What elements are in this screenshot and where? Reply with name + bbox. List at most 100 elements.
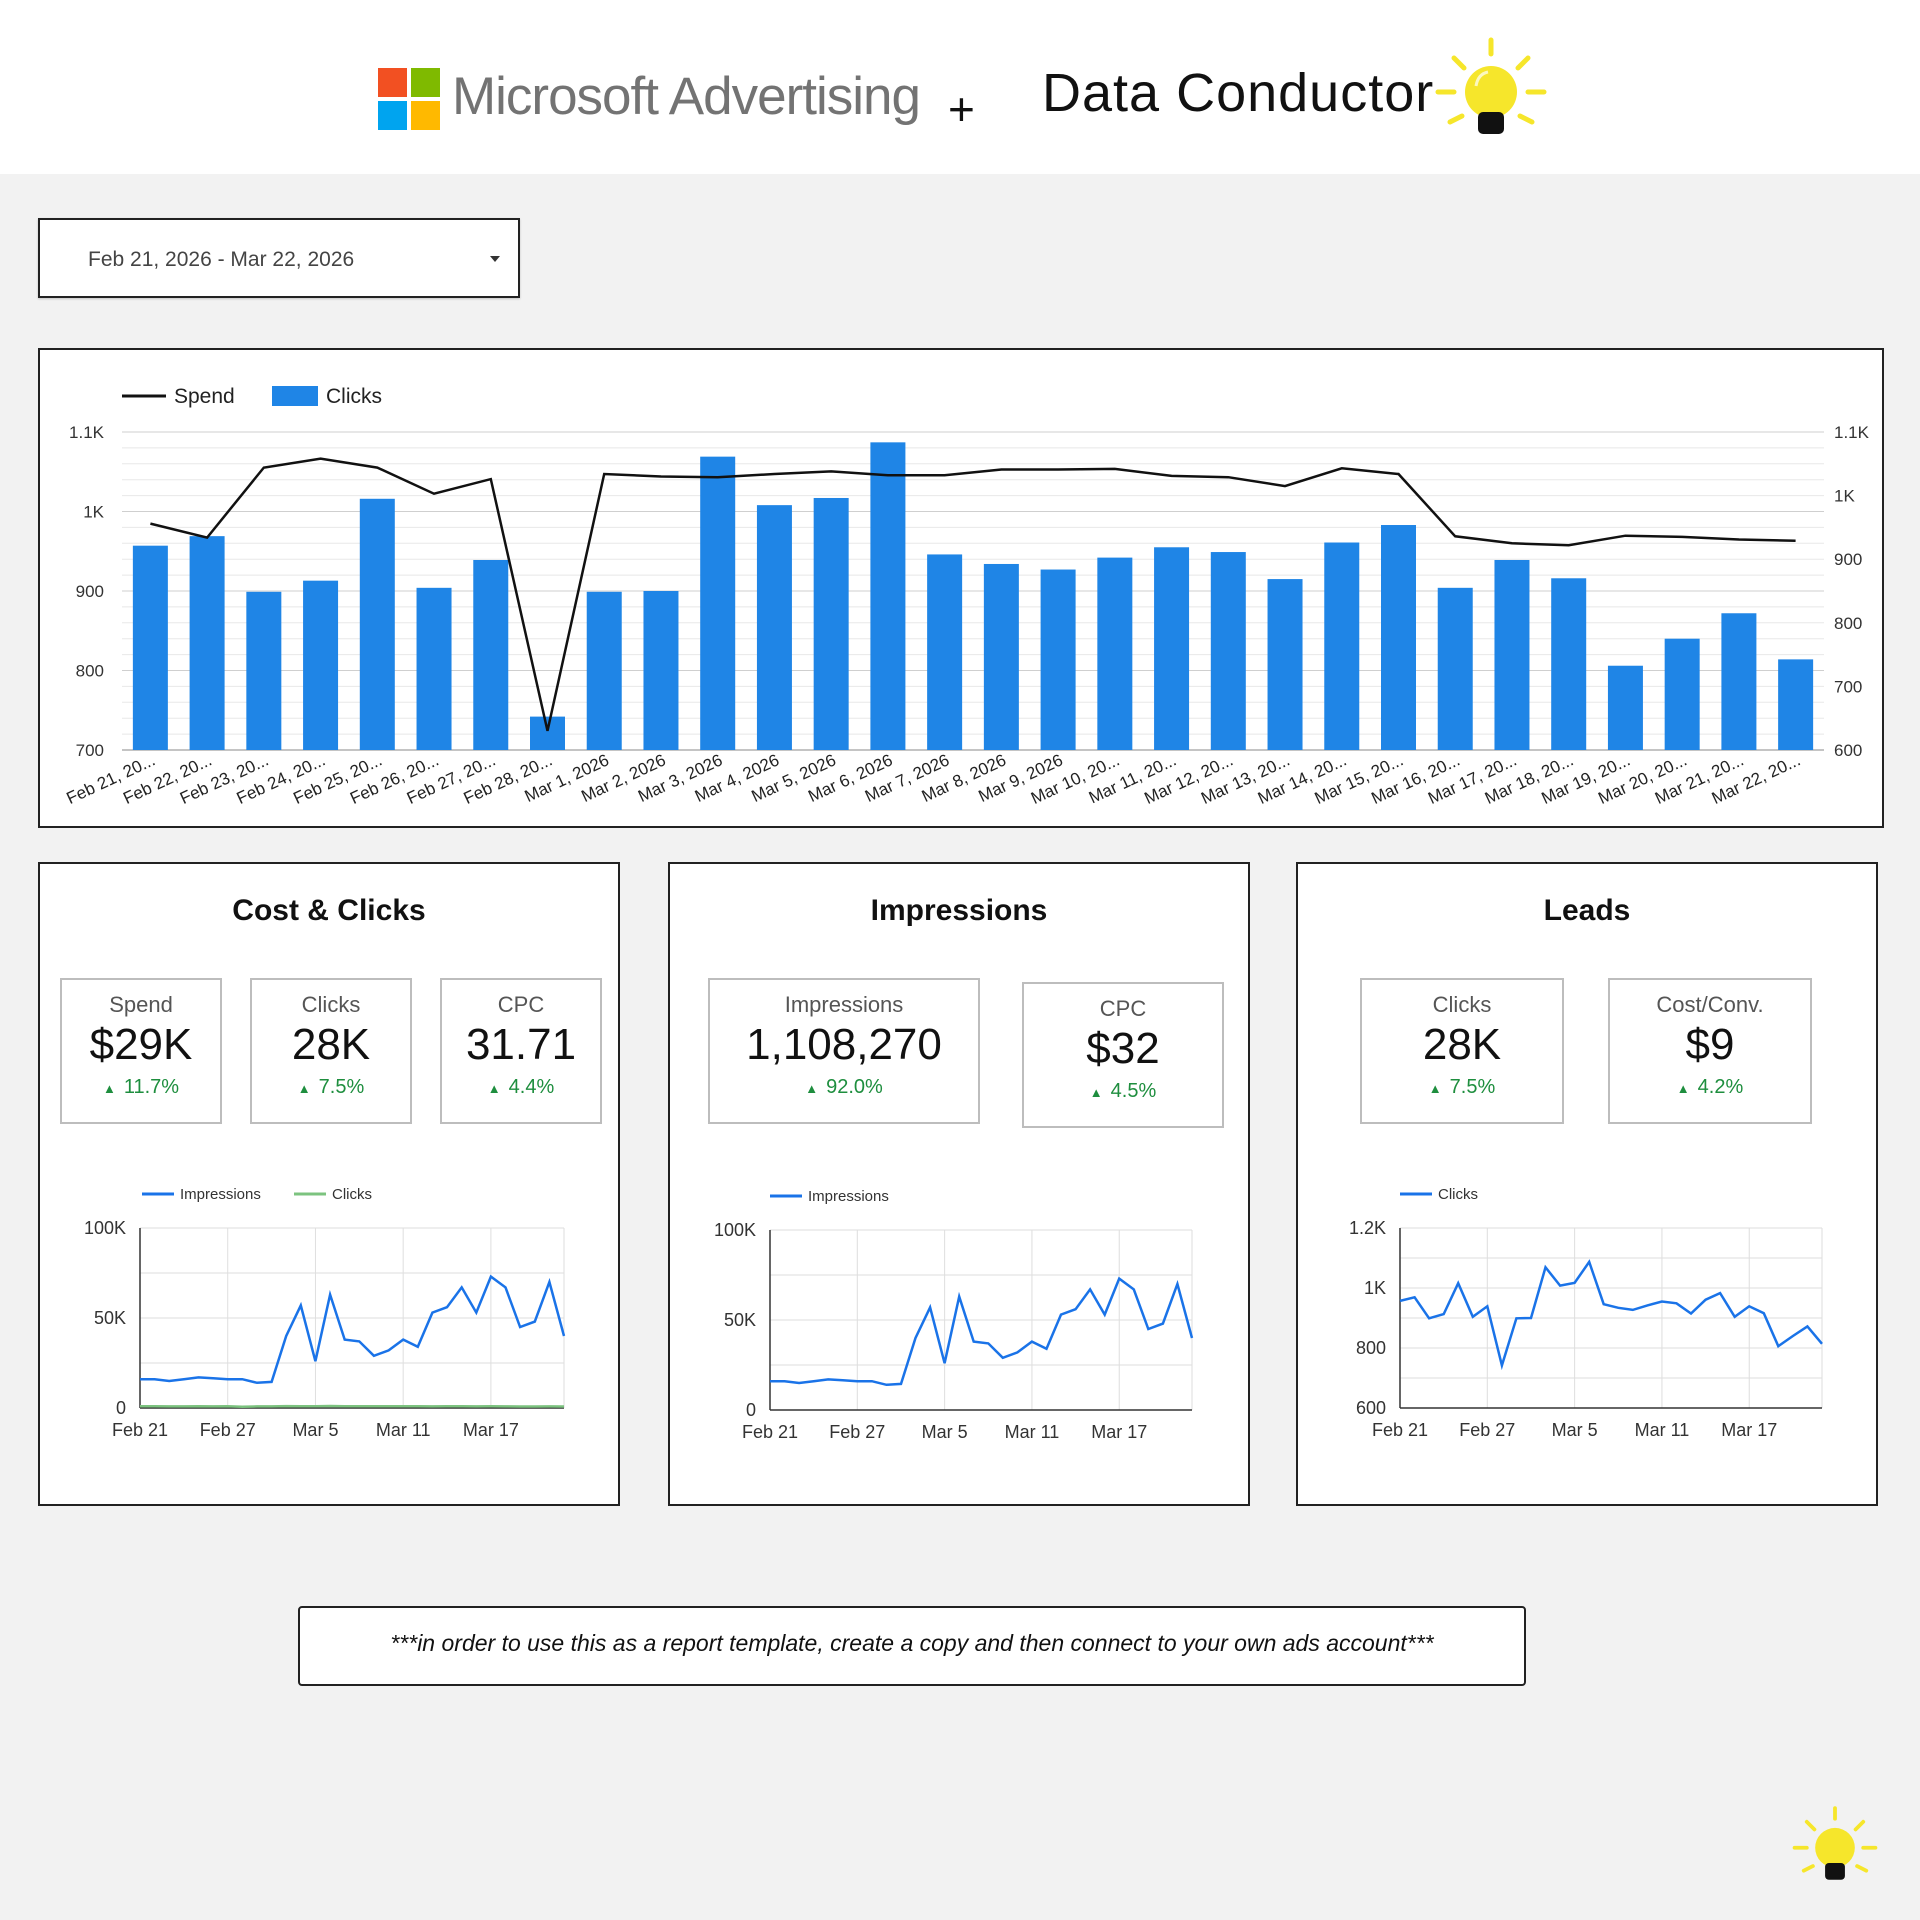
left-axis-tick-label: 900 (76, 582, 104, 601)
kpi-impressions: Impressions 1,108,270 ▲ 92.0% (708, 978, 980, 1124)
brand-data-conductor: Data Conductor (1042, 63, 1435, 123)
clicks-bar (1210, 552, 1246, 750)
legend-label: Clicks (1438, 1186, 1478, 1203)
clicks-bar (1607, 665, 1643, 750)
clicks-bar (359, 498, 395, 750)
kpi-label: Impressions (784, 992, 904, 1017)
kpi-delta-value: 92.0% (826, 1076, 883, 1098)
clicks-line (1399, 1259, 1823, 1371)
card-title: Cost & Clicks (232, 894, 426, 927)
right-axis-tick-label: 600 (1834, 741, 1862, 760)
card-title: Leads (1543, 894, 1631, 927)
kpi-cpc: CPC 31.71 ▲ 4.4% (440, 978, 602, 1124)
clicks-bar (1664, 638, 1700, 750)
header: Microsoft Advertising + Data Conductor (0, 0, 1920, 174)
x-axis-tick-label: Mar 17 (1091, 1422, 1147, 1442)
clicks-bar (1154, 547, 1190, 750)
kpi-value: $9 (1685, 1020, 1735, 1069)
y-axis-tick-label: 100K (84, 1218, 126, 1238)
kpi-clicks: Clicks 28K ▲ 7.5% (250, 978, 412, 1124)
legend-clicks-label: Clicks (326, 385, 382, 408)
clicks-bar (473, 559, 509, 750)
legend-label: Clicks (332, 1186, 372, 1203)
x-axis-tick-label: Feb 21 (1372, 1420, 1428, 1440)
kpi-cost-per-conversion: Cost/Conv. $9 ▲ 4.2% (1608, 978, 1812, 1124)
x-axis-tick-label: Mar 11 (1635, 1420, 1690, 1440)
date-range-picker[interactable]: Feb 21, 2026 - Mar 22, 2026 (38, 218, 520, 298)
legend-label: Impressions (180, 1186, 261, 1203)
kpi-value: 28K (1422, 1020, 1502, 1069)
left-axis-tick-label: 1K (83, 503, 104, 522)
arrow-up-icon: ▲ (1676, 1081, 1690, 1096)
left-axis-tick-label: 800 (76, 662, 104, 681)
x-axis-tick-label: Mar 5 (922, 1422, 968, 1442)
arrow-up-icon: ▲ (805, 1081, 819, 1096)
card-title: Impressions (870, 894, 1048, 927)
impressions-clicks-line-chart: Feb 21 Feb 27 Mar 5 Mar 11 Mar 17 0 50K 100K Imp… (84, 1186, 566, 1440)
x-axis-tick-label: Feb 27 (1459, 1420, 1515, 1440)
kpi-value: 1,108,270 (746, 1020, 942, 1069)
kpi-delta: ▲ 7.5% (1362, 1076, 1562, 1099)
clicks-bar (700, 456, 736, 750)
kpi-value: 31.71 (465, 1020, 577, 1069)
clicks-bar (870, 442, 906, 750)
spend-line (150, 457, 1796, 732)
leads-card: Leads Clicks 28K ▲ 7.5% Cost/Conv. $9 ▲ 4.… (1296, 862, 1878, 1506)
arrow-up-icon: ▲ (297, 1081, 311, 1096)
impressions-line (770, 1276, 1194, 1387)
y-axis-tick-label: 1.2K (1349, 1218, 1386, 1238)
kpi-label: Clicks (1432, 992, 1492, 1017)
clicks-bar (586, 591, 622, 750)
kpi-value: $29K (89, 1020, 193, 1069)
kpi-label: CPC (1099, 996, 1147, 1021)
clicks-line (140, 1404, 565, 1408)
right-axis-tick-label: 800 (1834, 614, 1862, 633)
spend-clicks-combo-chart: 700 800 900 1K 1.1K 600 700 800 900 1K 1.1K Feb 21,… (38, 348, 1884, 828)
clicks-bar (530, 716, 565, 750)
kpi-value: 28K (291, 1020, 371, 1069)
template-note-text: ***in order to use this as a report temp… (390, 1630, 1434, 1656)
kpi-delta: ▲ 7.5% (252, 1076, 410, 1099)
y-axis-tick-label: 600 (1356, 1398, 1386, 1418)
plus-sign: + (948, 83, 975, 135)
y-axis-tick-label: 50K (724, 1310, 756, 1330)
template-note: ***in order to use this as a report temp… (298, 1606, 1526, 1686)
kpi-delta: ▲ 4.4% (442, 1076, 600, 1099)
kpi-delta: ▲ 4.2% (1610, 1076, 1810, 1099)
legend-spend-label: Spend (174, 385, 235, 408)
clicks-bar (927, 554, 963, 750)
x-axis-tick-label: Feb 21 (112, 1420, 168, 1440)
kpi-delta: ▲ 4.5% (1024, 1080, 1222, 1103)
clicks-bar (1324, 542, 1360, 750)
arrow-up-icon: ▲ (487, 1081, 501, 1096)
brand-microsoft-advertising: Microsoft Advertising (452, 67, 921, 126)
y-axis-tick-label: 50K (94, 1308, 126, 1328)
x-axis-tick-label: Feb 21 (742, 1422, 798, 1442)
clicks-bar (189, 536, 225, 750)
clicks-bar (1097, 557, 1133, 750)
dropdown-arrow-icon (490, 256, 500, 262)
y-axis-tick-label: 1K (1364, 1278, 1386, 1298)
date-range-label: Feb 21, 2026 - Mar 22, 2026 (88, 248, 355, 271)
x-axis-tick-label: Mar 11 (1005, 1422, 1060, 1442)
clicks-bar (983, 563, 1019, 750)
y-axis-tick-label: 100K (714, 1220, 756, 1240)
kpi-value: $32 (1086, 1024, 1160, 1073)
arrow-up-icon: ▲ (102, 1081, 116, 1096)
kpi-label: Spend (109, 992, 173, 1017)
kpi-delta-value: 4.2% (1697, 1076, 1744, 1098)
clicks-bar (1721, 613, 1757, 750)
clicks-bar (1778, 659, 1814, 750)
right-axis-tick-label: 1.1K (1834, 423, 1870, 442)
impressions-line-chart: Feb 21 Feb 27 Mar 5 Mar 11 Mar 17 0 50K 100K Imp… (714, 1188, 1194, 1442)
arrow-up-icon: ▲ (1089, 1085, 1103, 1100)
legend-label: Impressions (808, 1188, 889, 1205)
lightbulb-corner-icon (1792, 1806, 1878, 1880)
clicks-bar (132, 545, 168, 750)
x-axis-tick-label: Feb 27 (829, 1422, 885, 1442)
clicks-bar (1381, 525, 1416, 750)
clicks-bar (1040, 569, 1076, 750)
x-axis-tick-label: Feb 27 (200, 1420, 256, 1440)
impressions-card: Impressions Impressions 1,108,270 ▲ 92.0%… (668, 862, 1250, 1506)
cost-clicks-card: Cost & Clicks Spend $29K ▲ 11.7% Clicks 2… (38, 862, 620, 1506)
